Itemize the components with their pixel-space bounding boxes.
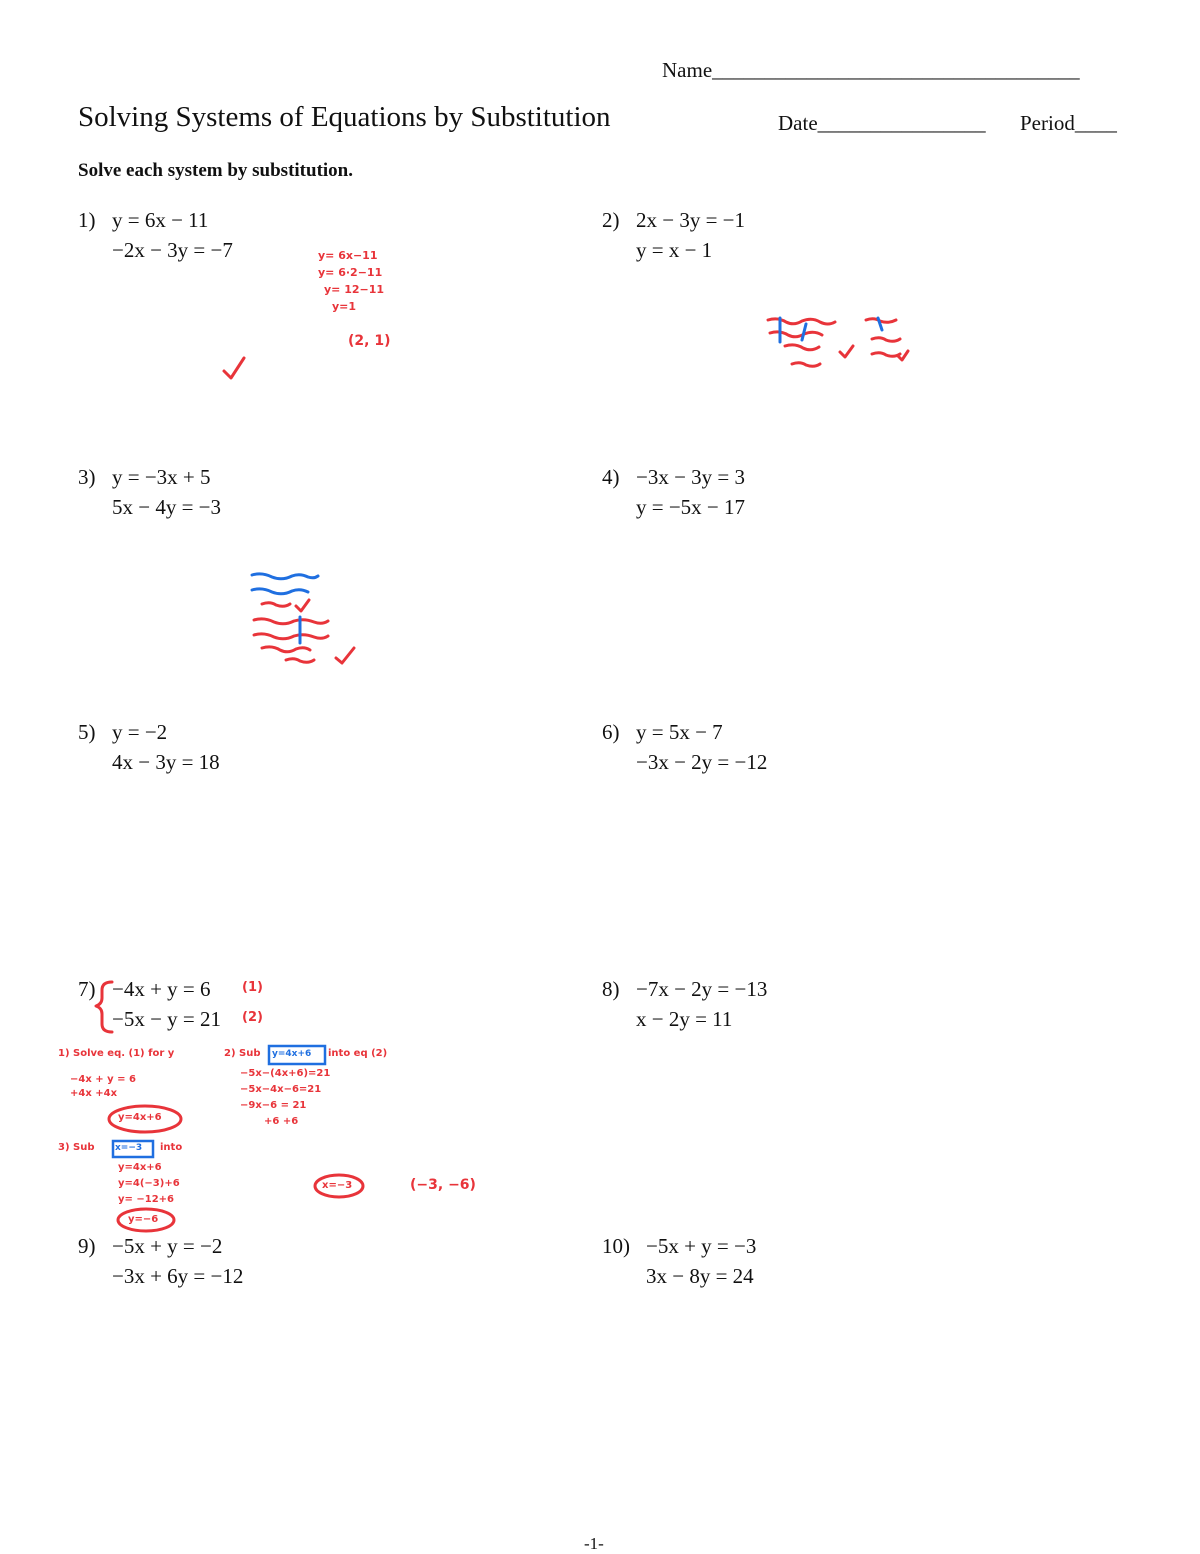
- p7-answer: (−3, −6): [410, 1177, 476, 1193]
- problem-number: 8): [602, 977, 620, 1001]
- date-field-label: Date________________: [778, 111, 986, 135]
- work-line: y= 6·2−11: [318, 266, 383, 279]
- check-mark-icon: [838, 344, 855, 359]
- p7-y-expression: y=4x+6: [118, 1112, 162, 1123]
- problem-7: 7) −4x + y = 6 −5x − y = 21: [78, 974, 221, 1034]
- p7-step2-into: into eq (2): [328, 1048, 388, 1059]
- work-line: −9x−6 = 21: [240, 1100, 307, 1111]
- p7-y-result: y=−6: [128, 1214, 159, 1225]
- problem-4: 4) −3x − 3y = 3 y = −5x − 17: [602, 462, 745, 522]
- equation-1: y = 6x − 11: [112, 208, 209, 232]
- problem-6: 6) y = 5x − 7 −3x − 2y = −12: [602, 717, 767, 777]
- equation-1: −3x − 3y = 3: [636, 465, 746, 489]
- p7-step2-work: −5x−(4x+6)=21 −5x−4x−6=21 −9x−6 = 21 +6 …: [240, 1066, 330, 1130]
- equation-2: −5x − y = 21: [112, 1007, 222, 1031]
- p3-work-scribble: [250, 572, 330, 664]
- eq1-tag: (1): [242, 980, 263, 995]
- p7-step3-into: into: [160, 1142, 183, 1153]
- work-line: y= −12+6: [118, 1194, 175, 1205]
- work-line: y= 12−11: [324, 283, 385, 296]
- instructions: Solve each system by substitution.: [78, 160, 353, 181]
- equation-2: x − 2y = 11: [636, 1007, 733, 1031]
- worksheet-title: Solving Systems of Equations by Substitu…: [78, 101, 611, 133]
- equation-2: 4x − 3y = 18: [112, 750, 220, 774]
- check-mark-icon: [294, 598, 311, 613]
- problem-2: 2) 2x − 3y = −1 y = x − 1: [602, 205, 745, 265]
- work-line: y=1: [332, 300, 357, 313]
- equation-1: y = −2: [112, 720, 168, 744]
- p7-step3-label: 3) Sub: [58, 1142, 95, 1153]
- problem-number: 9): [78, 1234, 96, 1258]
- equation-2: −3x − 2y = −12: [636, 750, 768, 774]
- check-mark-icon: [334, 646, 356, 665]
- p1-handwritten-work: y= 6x−11 y= 6·2−11 y= 12−11 y=1: [318, 247, 384, 315]
- problem-5: 5) y = −2 4x − 3y = 18: [78, 717, 220, 777]
- work-line: −4x + y = 6: [70, 1074, 136, 1085]
- problem-8: 8) −7x − 2y = −13 x − 2y = 11: [602, 974, 767, 1034]
- equation-1: −7x − 2y = −13: [636, 977, 768, 1001]
- equation-1: −5x + y = −3: [646, 1234, 757, 1258]
- p7-step2-box-text: y=4x+6: [272, 1049, 312, 1059]
- equation-1: −4x + y = 6: [112, 977, 211, 1001]
- problem-9: 9) −5x + y = −2 −3x + 6y = −12: [78, 1231, 243, 1291]
- problem-number: 10): [602, 1234, 630, 1258]
- p7-step3-work: y=4x+6 y=4(−3)+6 y= −12+6: [118, 1160, 180, 1208]
- problem-number: 7): [78, 977, 96, 1001]
- problem-number: 6): [602, 720, 620, 744]
- problem-number: 5): [78, 720, 96, 744]
- eq2-tag: (2): [242, 1010, 263, 1025]
- period-field-label: Period____: [1020, 111, 1117, 135]
- p1-answer: (2, 1): [348, 333, 391, 349]
- equation-2: −3x + 6y = −12: [112, 1264, 244, 1288]
- problem-number: 4): [602, 465, 620, 489]
- equation-2: y = x − 1: [636, 238, 713, 262]
- equation-2: 3x − 8y = 24: [646, 1264, 754, 1288]
- p7-step1-label: 1) Solve eq. (1) for y: [58, 1048, 175, 1059]
- problem-number: 2): [602, 208, 620, 232]
- p7-step3-box-text: x=−3: [115, 1143, 143, 1153]
- p7-x-result: x=−3: [322, 1180, 353, 1191]
- equation-1: −5x + y = −2: [112, 1234, 223, 1258]
- work-line: −5x−(4x+6)=21: [240, 1068, 331, 1079]
- p7-step2-label: 2) Sub: [224, 1048, 261, 1059]
- work-line: y= 6x−11: [318, 249, 378, 262]
- p7-step1-work: −4x + y = 6 +4x +4x: [70, 1073, 136, 1101]
- equation-1: y = −3x + 5: [112, 465, 211, 489]
- work-line: −5x−4x−6=21: [240, 1084, 322, 1095]
- work-line: +4x +4x: [70, 1088, 118, 1099]
- name-field-label: Name___________________________________: [662, 58, 1080, 82]
- problem-number: 3): [78, 465, 96, 489]
- problem-number: 1): [78, 208, 96, 232]
- equation-2: y = −5x − 17: [636, 495, 746, 519]
- problem-10: 10) −5x + y = −3 3x − 8y = 24: [602, 1231, 756, 1291]
- problem-1: 1) y = 6x − 11 −2x − 3y = −7: [78, 205, 233, 265]
- page-number: -1-: [584, 1534, 604, 1553]
- equation-1: y = 5x − 7: [636, 720, 723, 744]
- work-line: +6 +6: [264, 1116, 299, 1127]
- equation-1: 2x − 3y = −1: [636, 208, 746, 232]
- check-mark-icon: [896, 349, 910, 362]
- check-mark-icon: [222, 356, 246, 380]
- work-line: y=4x+6: [118, 1162, 162, 1173]
- equation-2: −2x − 3y = −7: [112, 238, 233, 262]
- problem-3: 3) y = −3x + 5 5x − 4y = −3: [78, 462, 221, 522]
- equation-2: 5x − 4y = −3: [112, 495, 222, 519]
- work-line: y=4(−3)+6: [118, 1178, 180, 1189]
- p2-work-scribble: [766, 316, 902, 368]
